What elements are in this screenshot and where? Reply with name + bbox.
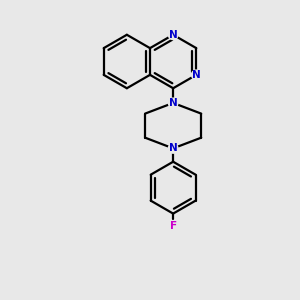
Text: F: F (169, 220, 177, 231)
Text: N: N (169, 98, 178, 108)
Circle shape (168, 98, 178, 108)
Circle shape (168, 144, 178, 153)
Circle shape (168, 221, 178, 230)
Text: N: N (169, 143, 178, 153)
Text: N: N (192, 70, 201, 80)
Circle shape (191, 70, 201, 80)
Circle shape (168, 30, 178, 40)
Text: N: N (169, 30, 178, 40)
